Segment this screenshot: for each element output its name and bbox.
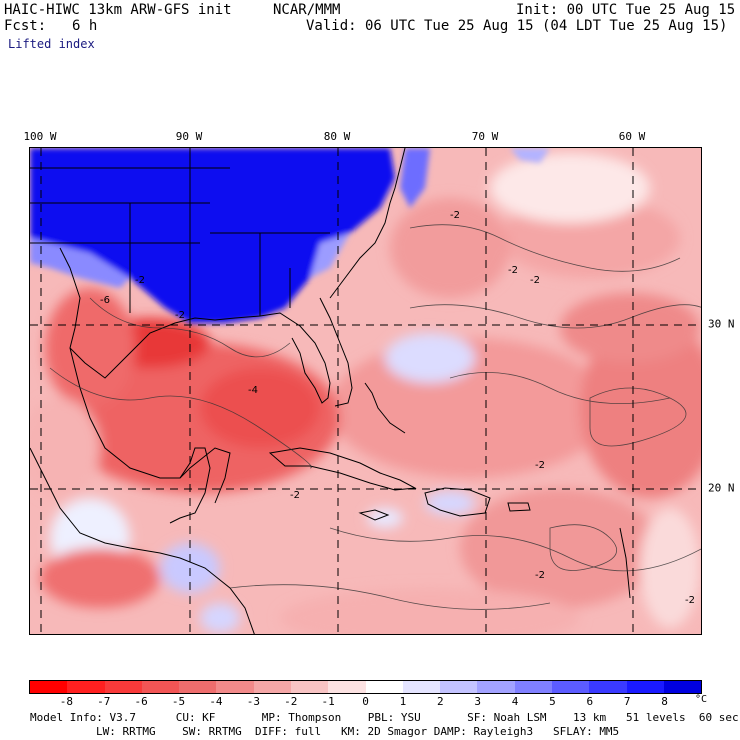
lon-label-60w: 60 W xyxy=(618,130,646,143)
colorbar-swatch xyxy=(179,681,217,693)
colorbar-tick-label: 6 xyxy=(586,695,594,708)
colorbar-tick-label: -1 xyxy=(321,695,335,708)
colorbar-swatch xyxy=(551,681,590,693)
colorbar-swatch xyxy=(216,681,254,693)
colorbar-swatch xyxy=(477,681,515,693)
forecast-label: Fcst: xyxy=(4,18,47,34)
contour-label: -2 xyxy=(135,275,145,286)
contour-label: -2 xyxy=(530,275,540,286)
contour-label: -2 xyxy=(508,265,518,276)
colorbar-swatch xyxy=(290,681,329,693)
colorbar-tick-label: 8 xyxy=(661,695,668,708)
lon-label-100w: 100 W xyxy=(23,130,57,143)
valid-time: Valid: 06 UTC Tue 25 Aug 15 (04 LDT Tue … xyxy=(306,18,728,34)
colorbar-swatch xyxy=(589,681,627,693)
colorbar-swatch xyxy=(328,681,366,693)
colorbar-swatch xyxy=(626,681,664,693)
colorbar-tick-label: 1 xyxy=(399,695,407,708)
colorbar-tick-label: 4 xyxy=(511,695,519,708)
colorbar-tick-label: -4 xyxy=(209,695,223,708)
lifted-index-map: -6 -2 -2 -2 -2 -2 -4 -2 -2 -2 -2 xyxy=(29,147,702,635)
lon-label-90w: 90 W xyxy=(175,130,203,143)
colorbar-tick-label: 7 xyxy=(623,695,631,708)
colorbar-tick-label: 3 xyxy=(474,695,481,708)
contour-label: -2 xyxy=(535,460,545,471)
graticule xyxy=(30,148,701,634)
init-time: Init: 00 UTC Tue 25 Aug 15 xyxy=(516,2,736,18)
colorbar-tick-label: 0 xyxy=(362,695,369,708)
colorbar-swatch xyxy=(402,681,441,693)
colorbar-swatch xyxy=(365,681,403,693)
lat-label-30n: 30 N xyxy=(708,317,735,331)
colorbar-unit: °C xyxy=(695,694,708,705)
contour-label: -2 xyxy=(175,310,185,321)
colorbar-swatch xyxy=(30,681,68,693)
lat-label-20n: 20 N xyxy=(708,481,735,495)
contour-label: -4 xyxy=(248,385,258,396)
contour-label: -2 xyxy=(290,490,300,501)
map-canvas: -6 -2 -2 -2 -2 -2 -4 -2 -2 -2 -2 xyxy=(30,148,701,634)
colorbar-tick-label: -8 xyxy=(59,695,73,708)
colorbar-tick-label: -7 xyxy=(97,695,111,708)
contour-label: -6 xyxy=(100,295,110,306)
colorbar xyxy=(29,680,702,694)
colorbar-tick-label: -5 xyxy=(171,695,186,708)
colorbar-swatch xyxy=(440,681,478,693)
colorbar-swatch xyxy=(253,681,291,693)
model-info-line2: LW: RRTMG SW: RRTMG DIFF: full KM: 2D Sm… xyxy=(96,725,620,738)
contour-label: -2 xyxy=(450,210,460,221)
stable-air-region xyxy=(30,148,550,323)
colorbar-swatch xyxy=(67,681,105,693)
contour-label: -2 xyxy=(535,570,545,581)
colorbar-swatch xyxy=(141,681,180,693)
field-name: Lifted index xyxy=(8,37,95,51)
colorbar-tick-label: -3 xyxy=(246,695,260,708)
colorbar-tick-label: -2 xyxy=(284,695,298,708)
colorbar-tick-label: -6 xyxy=(134,695,148,708)
lon-label-80w: 80 W xyxy=(323,130,351,143)
forecast-hour: 6 h xyxy=(72,18,98,34)
center-label: NCAR/MMM xyxy=(273,2,341,18)
colorbar-tick-label: 2 xyxy=(436,695,444,708)
contour-lines xyxy=(49,224,701,610)
model-info-line1: Model Info: V3.7 CU: KF MP: Thompson PBL… xyxy=(30,711,739,724)
contour-label: -2 xyxy=(685,595,695,606)
colorbar-swatch xyxy=(104,681,142,693)
colorbar-swatch xyxy=(514,681,552,693)
colorbar-tick-label: 5 xyxy=(549,695,556,708)
lon-label-70w: 70 W xyxy=(471,130,499,143)
colorbar-swatch xyxy=(663,681,702,693)
model-title: HAIC-HIWC 13km ARW-GFS init xyxy=(4,2,232,18)
